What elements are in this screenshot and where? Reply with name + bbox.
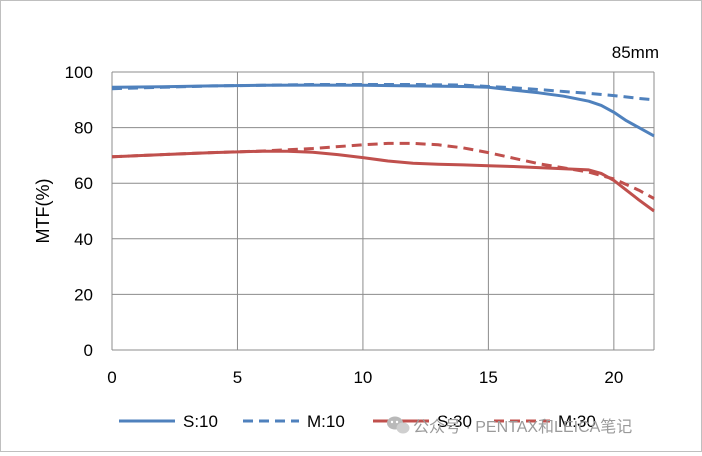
y-tick-label: 80 bbox=[74, 119, 93, 138]
y-axis-label: MTF(%) bbox=[33, 179, 53, 244]
legend-label: S:30 bbox=[437, 412, 472, 431]
tick-labels: 0 20 40 60 80 100 0 5 10 15 20 bbox=[65, 63, 624, 387]
series-lines bbox=[111, 83, 655, 213]
y-tick-label: 20 bbox=[74, 285, 93, 304]
x-tick-label: 0 bbox=[107, 368, 116, 387]
legend-label: M:30 bbox=[558, 412, 596, 431]
y-tick-label: 60 bbox=[74, 174, 93, 193]
watermark: 公众号 · PENTAX和LEICA笔记 bbox=[387, 416, 632, 436]
y-tick-label: 0 bbox=[84, 341, 93, 360]
grid-lines bbox=[111, 71, 655, 351]
watermark-text: 公众号 · PENTAX和LEICA笔记 bbox=[413, 418, 632, 436]
series-line-2 bbox=[111, 83, 655, 102]
series-line-4 bbox=[111, 141, 655, 200]
legend-label: M:10 bbox=[307, 412, 345, 431]
x-tick-label: 5 bbox=[233, 368, 242, 387]
x-tick-label: 10 bbox=[353, 368, 372, 387]
x-tick-label: 15 bbox=[479, 368, 498, 387]
y-tick-label: 100 bbox=[65, 63, 93, 82]
series-line-1 bbox=[111, 83, 655, 138]
wechat-icon bbox=[387, 416, 410, 434]
x-tick-label: 20 bbox=[604, 368, 623, 387]
y-tick-label: 40 bbox=[74, 230, 93, 249]
chart-title: 85mm bbox=[612, 43, 659, 62]
legend-label: S:10 bbox=[183, 412, 218, 431]
series-line-3 bbox=[111, 149, 655, 213]
